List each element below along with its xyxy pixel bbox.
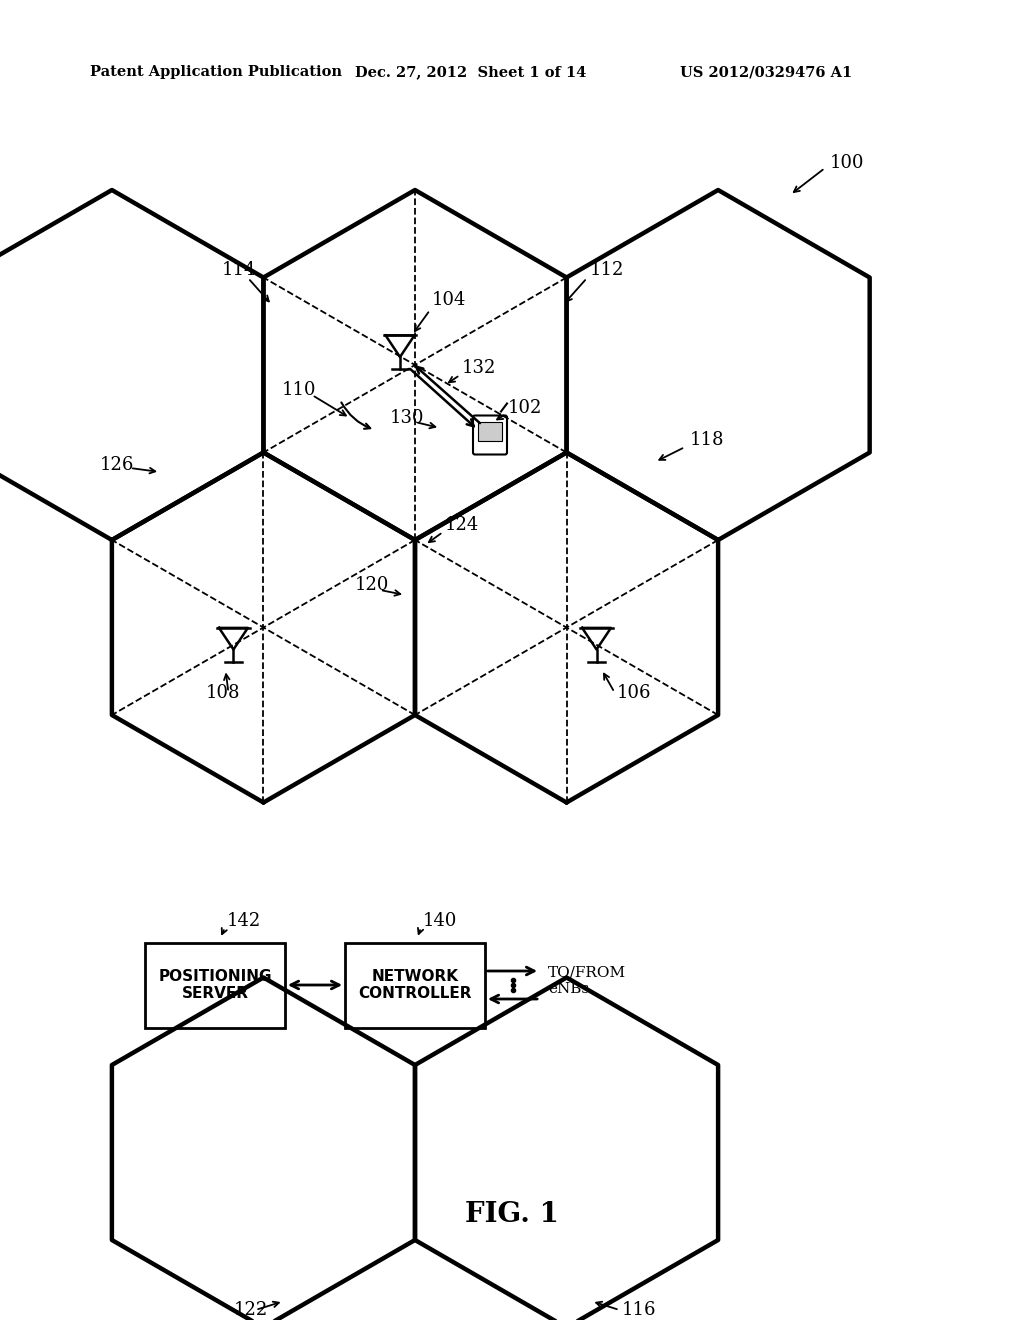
Text: 132: 132 xyxy=(462,359,497,378)
Text: 110: 110 xyxy=(282,381,316,399)
Text: 102: 102 xyxy=(508,399,543,417)
Text: 142: 142 xyxy=(227,912,261,929)
Text: Patent Application Publication: Patent Application Publication xyxy=(90,65,342,79)
Bar xyxy=(478,421,502,441)
Text: 126: 126 xyxy=(100,455,134,474)
FancyBboxPatch shape xyxy=(145,942,285,1027)
Text: TO/FROM
eNBs: TO/FROM eNBs xyxy=(548,966,626,997)
Text: 124: 124 xyxy=(445,516,479,535)
Text: 114: 114 xyxy=(222,261,256,279)
Text: 112: 112 xyxy=(590,261,625,279)
Text: US 2012/0329476 A1: US 2012/0329476 A1 xyxy=(680,65,852,79)
Text: 130: 130 xyxy=(390,409,425,426)
Text: 106: 106 xyxy=(616,684,651,701)
Text: FIG. 1: FIG. 1 xyxy=(465,1201,559,1229)
Text: Dec. 27, 2012  Sheet 1 of 14: Dec. 27, 2012 Sheet 1 of 14 xyxy=(355,65,587,79)
Text: 104: 104 xyxy=(432,290,466,309)
Text: 100: 100 xyxy=(830,154,864,172)
Text: 120: 120 xyxy=(355,576,389,594)
Text: NETWORK
CONTROLLER: NETWORK CONTROLLER xyxy=(358,969,472,1001)
Text: 140: 140 xyxy=(423,912,458,929)
Text: 116: 116 xyxy=(622,1302,656,1319)
Text: POSITIONING
SERVER: POSITIONING SERVER xyxy=(159,969,271,1001)
FancyBboxPatch shape xyxy=(345,942,485,1027)
FancyBboxPatch shape xyxy=(473,416,507,454)
Text: 118: 118 xyxy=(690,432,725,449)
Text: 108: 108 xyxy=(206,684,240,701)
Text: 122: 122 xyxy=(233,1302,267,1319)
